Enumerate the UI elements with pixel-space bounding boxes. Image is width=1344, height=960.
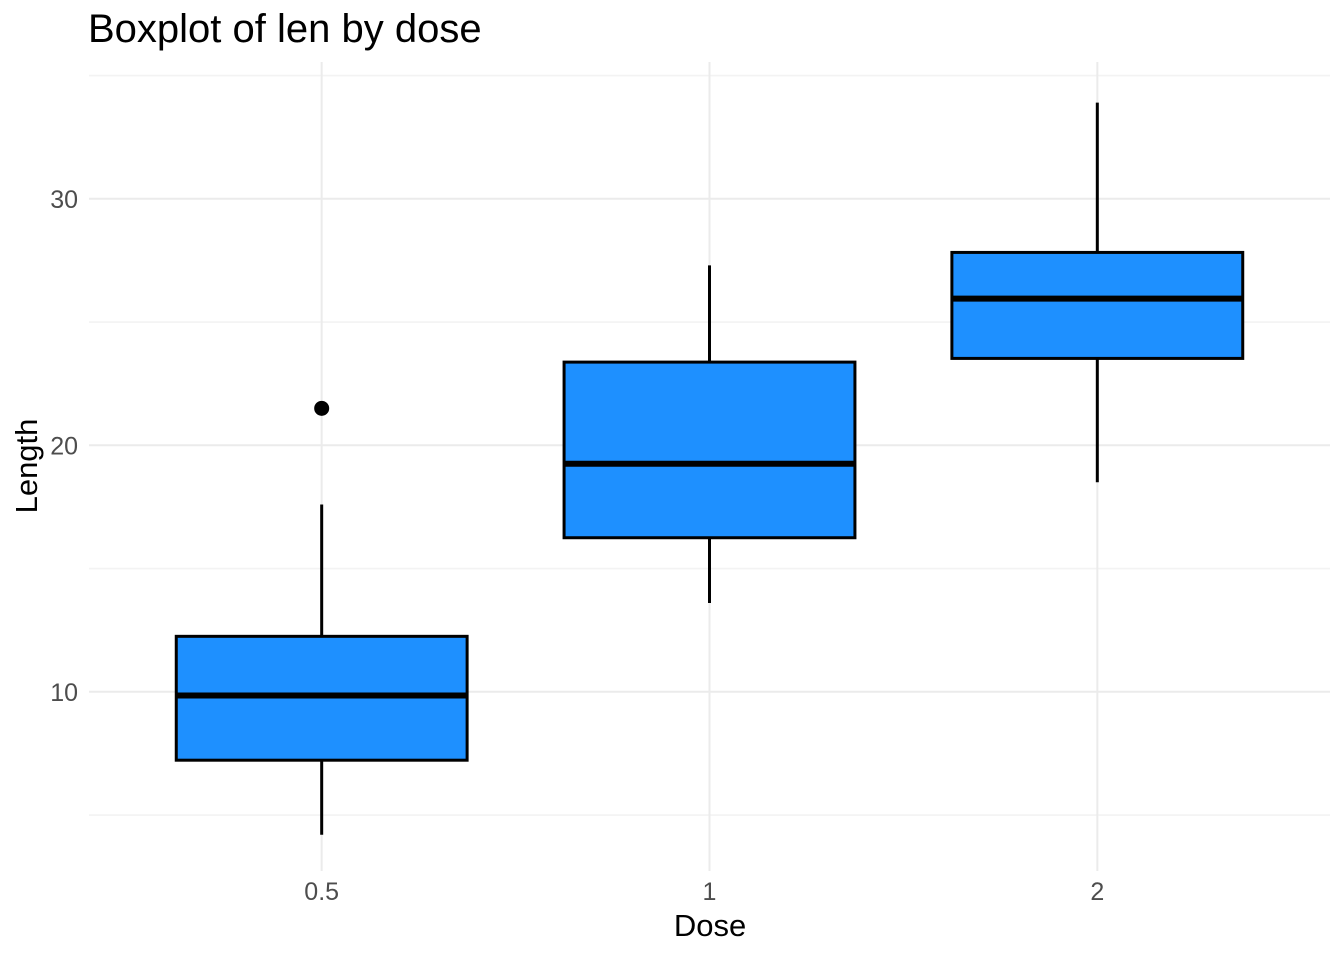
boxplot-dose-0.5 xyxy=(174,400,469,835)
chart-title: Boxplot of len by dose xyxy=(88,7,482,51)
x-tick-label-2: 2 xyxy=(1090,878,1104,906)
y-tick-label-30: 30 xyxy=(50,186,78,214)
outlier-point xyxy=(314,400,330,416)
x-tick-label-0.5: 0.5 xyxy=(304,878,339,906)
boxplot-dose-1 xyxy=(562,265,857,604)
x-axis-title: Dose xyxy=(673,908,747,943)
iqr-box xyxy=(950,250,1245,360)
iqr-box xyxy=(562,360,857,540)
y-tick-label-20: 20 xyxy=(50,432,78,460)
y-axis-title: Length xyxy=(9,418,44,514)
x-tick-label-1: 1 xyxy=(703,878,717,906)
boxplot-dose-2 xyxy=(950,102,1245,483)
y-tick-label-10: 10 xyxy=(50,679,78,707)
